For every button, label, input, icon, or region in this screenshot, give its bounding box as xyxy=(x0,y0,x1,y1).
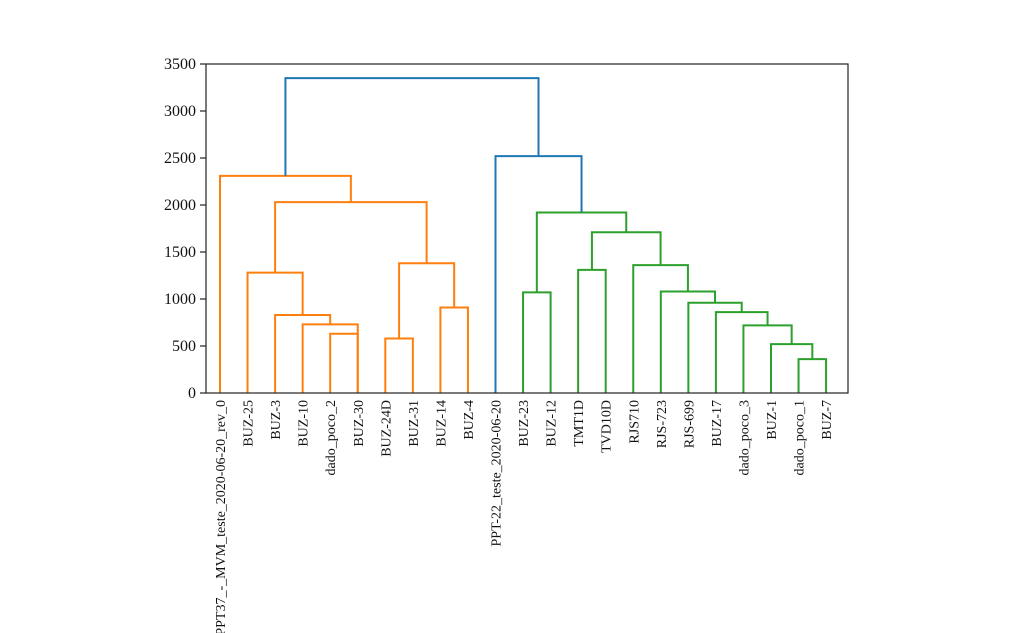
leaf-label: BUZ-4 xyxy=(462,400,477,440)
dendrogram-link xyxy=(284,77,540,176)
dendrogram-link xyxy=(439,306,469,393)
leaf-label: BUZ-3 xyxy=(269,400,284,440)
leaf-labels: PPT37_-_MVM_teste_2020-06-20_rev_0 BUZ-25… xyxy=(214,400,835,633)
y-axis: 0 500 1000 1500 2000 2500 3000 3500 xyxy=(164,56,206,402)
dendrogram-link xyxy=(797,358,828,393)
leaf-label: BUZ-17 xyxy=(710,400,725,447)
dendrogram-link xyxy=(494,155,583,393)
plot-frame xyxy=(205,63,849,394)
dendrogram-link xyxy=(577,268,607,393)
dendrogram-links xyxy=(219,77,828,393)
leaf-label: RJS-723 xyxy=(655,400,670,448)
leaf-label: PPT-22_teste_2020-06-20 xyxy=(490,400,505,546)
dendrogram-link xyxy=(770,343,814,393)
leaf-label: BUZ-14 xyxy=(434,400,449,447)
leaf-label: BUZ-25 xyxy=(242,400,257,447)
dendrogram-link xyxy=(398,262,456,339)
leaf-label: dado_poco_2 xyxy=(324,400,339,475)
dendrogram-link xyxy=(219,174,352,393)
dendrogram-link xyxy=(522,291,552,393)
leaf-label: PPT37_-_MVM_teste_2020-06-20_rev_0 xyxy=(214,400,229,633)
leaf-label: BUZ-1 xyxy=(765,400,780,440)
dendrogram-link xyxy=(714,311,769,393)
y-tick-label: 1500 xyxy=(164,244,196,261)
leaf-label: BUZ-31 xyxy=(407,400,422,447)
y-tick-label: 2500 xyxy=(164,150,196,167)
leaf-label: TVD10D xyxy=(600,400,615,453)
dendrogram-link xyxy=(384,337,414,393)
dendrogram-link xyxy=(535,211,628,293)
leaf-label: TMT1D xyxy=(572,400,587,447)
y-tick-label: 0 xyxy=(188,385,196,402)
leaf-label: dado_poco_1 xyxy=(793,400,808,475)
y-tick-label: 500 xyxy=(172,338,196,355)
dendrogram-link xyxy=(329,332,359,393)
leaf-label: BUZ-12 xyxy=(545,400,560,447)
y-tick-label: 3000 xyxy=(164,103,196,120)
dendrogram-link xyxy=(274,201,428,273)
dendrogram-link xyxy=(742,324,793,393)
leaf-label: RJS-699 xyxy=(682,400,697,448)
leaf-label: BUZ-23 xyxy=(517,400,532,447)
leaf-label: BUZ-30 xyxy=(352,400,367,447)
leaf-label: BUZ-24D xyxy=(379,400,394,457)
leaf-label: RJS710 xyxy=(627,400,642,444)
leaf-label: BUZ-10 xyxy=(297,400,312,447)
y-tick-label: 3500 xyxy=(164,56,196,73)
y-tick-label: 1000 xyxy=(164,291,196,308)
leaf-label: dado_poco_3 xyxy=(737,400,752,475)
y-tick-label: 2000 xyxy=(164,197,196,214)
leaf-label: BUZ-7 xyxy=(820,400,835,440)
